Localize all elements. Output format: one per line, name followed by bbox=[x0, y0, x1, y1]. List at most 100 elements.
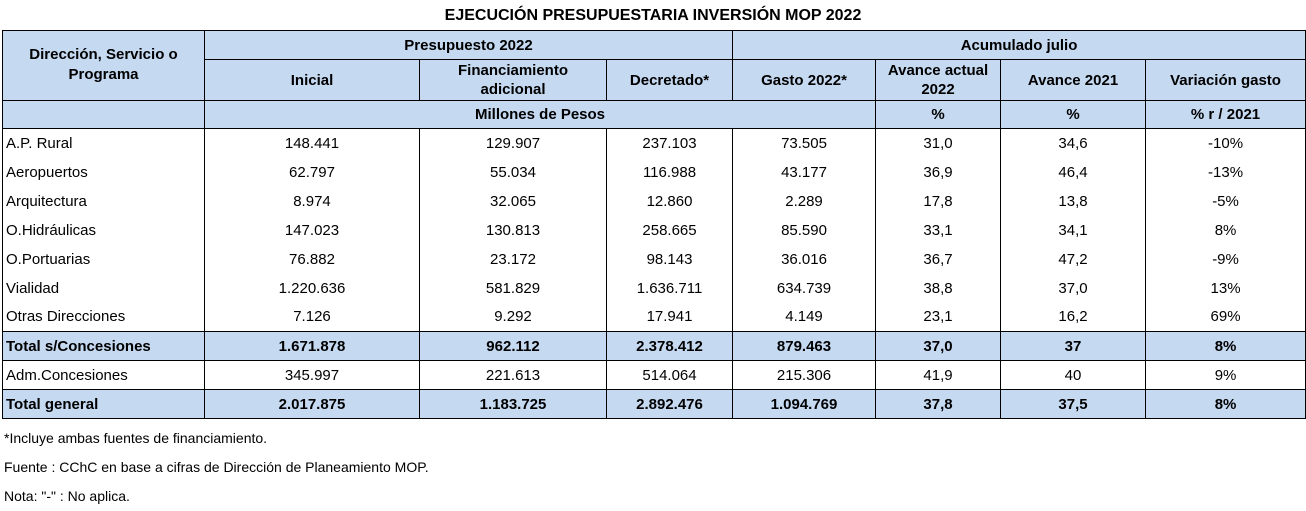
cell-gasto: 73.505 bbox=[732, 128, 877, 158]
row-name: O.Hidráulicas bbox=[2, 215, 205, 245]
cell-avance-2021: 40 bbox=[1000, 360, 1147, 390]
table-row: O.Portuarias 76.882 23.172 98.143 36.016… bbox=[2, 244, 1306, 274]
cell-inicial: 76.882 bbox=[204, 244, 420, 274]
cell-variacion: -5% bbox=[1145, 186, 1306, 216]
header-col-financiamiento: Financiamiento adicional bbox=[419, 59, 607, 101]
row-name: Otras Direcciones bbox=[2, 302, 205, 332]
budget-table: Dirección, Servicio o Programa Presupues… bbox=[2, 30, 1306, 419]
header-unit-pct-2021: % bbox=[1000, 100, 1147, 129]
cell-gasto: 1.094.769 bbox=[732, 389, 877, 419]
cell-financiamiento: 962.112 bbox=[419, 331, 607, 361]
cell-decretado: 2.892.476 bbox=[605, 389, 734, 419]
total-row: Total general 2.017.875 1.183.725 2.892.… bbox=[2, 389, 1306, 419]
row-name: Aeropuertos bbox=[2, 157, 205, 187]
cell-financiamiento: 1.183.725 bbox=[419, 389, 607, 419]
cell-decretado: 1.636.711 bbox=[605, 273, 734, 303]
cell-gasto: 2.289 bbox=[732, 186, 877, 216]
cell-inicial: 62.797 bbox=[204, 157, 420, 187]
cell-variacion: -13% bbox=[1145, 157, 1306, 187]
cell-avance-actual: 38,8 bbox=[875, 273, 1002, 303]
header-col-variacion: Variación gasto bbox=[1145, 59, 1306, 101]
cell-decretado: 116.988 bbox=[605, 157, 734, 187]
cell-avance-2021: 34,6 bbox=[1000, 128, 1147, 158]
cell-variacion: -9% bbox=[1145, 244, 1306, 274]
cell-gasto: 215.306 bbox=[732, 360, 877, 390]
cell-variacion: 9% bbox=[1145, 360, 1306, 390]
table-title: EJECUCIÓN PRESUPUESTARIA INVERSIÓN MOP 2… bbox=[444, 7, 862, 24]
header-stub: Dirección, Servicio o Programa bbox=[2, 30, 205, 101]
header-col-decretado: Decretado* bbox=[605, 59, 734, 101]
header-col-gasto: Gasto 2022* bbox=[732, 59, 877, 101]
cell-inicial: 148.441 bbox=[204, 128, 420, 158]
cell-avance-2021: 13,8 bbox=[1000, 186, 1147, 216]
cell-financiamiento: 23.172 bbox=[419, 244, 607, 274]
header-group-acumulado: Acumulado julio bbox=[732, 30, 1306, 60]
cell-financiamiento: 129.907 bbox=[419, 128, 607, 158]
cell-avance-actual: 37,0 bbox=[875, 331, 1002, 361]
header-unit-pct-actual: % bbox=[875, 100, 1002, 129]
row-name: Arquitectura bbox=[2, 186, 205, 216]
header-unit-variacion: % r / 2021 bbox=[1145, 100, 1306, 129]
cell-gasto: 634.739 bbox=[732, 273, 877, 303]
cell-gasto: 879.463 bbox=[732, 331, 877, 361]
cell-variacion: 8% bbox=[1145, 389, 1306, 419]
cell-variacion: -10% bbox=[1145, 128, 1306, 158]
cell-financiamiento: 32.065 bbox=[419, 186, 607, 216]
cell-avance-2021: 46,4 bbox=[1000, 157, 1147, 187]
row-name: O.Portuarias bbox=[2, 244, 205, 274]
cell-inicial: 345.997 bbox=[204, 360, 420, 390]
header-col-avance-actual: Avance actual 2022 bbox=[875, 59, 1002, 101]
header-col-avance-2021: Avance 2021 bbox=[1000, 59, 1147, 101]
cell-financiamiento: 55.034 bbox=[419, 157, 607, 187]
cell-avance-actual: 37,8 bbox=[875, 389, 1002, 419]
cell-variacion: 69% bbox=[1145, 302, 1306, 332]
cell-gasto: 4.149 bbox=[732, 302, 877, 332]
table-row: Vialidad 1.220.636 581.829 1.636.711 634… bbox=[2, 273, 1306, 303]
table-row: A.P. Rural 148.441 129.907 237.103 73.50… bbox=[2, 128, 1306, 158]
table-row: O.Hidráulicas 147.023 130.813 258.665 85… bbox=[2, 215, 1306, 245]
table-row: Otras Direcciones 7.126 9.292 17.941 4.1… bbox=[2, 302, 1306, 332]
cell-decretado: 17.941 bbox=[605, 302, 734, 332]
cell-gasto: 43.177 bbox=[732, 157, 877, 187]
cell-variacion: 8% bbox=[1145, 331, 1306, 361]
cell-gasto: 36.016 bbox=[732, 244, 877, 274]
cell-inicial: 147.023 bbox=[204, 215, 420, 245]
cell-inicial: 2.017.875 bbox=[204, 389, 420, 419]
table-row: Aeropuertos 62.797 55.034 116.988 43.177… bbox=[2, 157, 1306, 187]
cell-avance-actual: 17,8 bbox=[875, 186, 1002, 216]
row-name: Adm.Concesiones bbox=[2, 360, 205, 390]
cell-gasto: 85.590 bbox=[732, 215, 877, 245]
cell-avance-2021: 16,2 bbox=[1000, 302, 1147, 332]
total-row: Total s/Concesiones 1.671.878 962.112 2.… bbox=[2, 331, 1306, 361]
header-unit-millones: Millones de Pesos bbox=[203, 100, 877, 129]
cell-variacion: 13% bbox=[1145, 273, 1306, 303]
table-row: Adm.Concesiones 345.997 221.613 514.064 … bbox=[2, 360, 1306, 390]
cell-inicial: 8.974 bbox=[204, 186, 420, 216]
header-group-presupuesto: Presupuesto 2022 bbox=[203, 30, 734, 60]
cell-financiamiento: 130.813 bbox=[419, 215, 607, 245]
cell-avance-2021: 34,1 bbox=[1000, 215, 1147, 245]
cell-inicial: 1.220.636 bbox=[204, 273, 420, 303]
footnote-financiamiento: *Incluye ambas fuentes de financiamiento… bbox=[4, 430, 268, 446]
cell-avance-actual: 36,9 bbox=[875, 157, 1002, 187]
footnote-fuente: Fuente : CChC en base a cifras de Direcc… bbox=[4, 459, 429, 475]
row-name: A.P. Rural bbox=[2, 128, 205, 158]
cell-decretado: 2.378.412 bbox=[605, 331, 734, 361]
cell-financiamiento: 9.292 bbox=[419, 302, 607, 332]
footnote-nota: Nota: "-" : No aplica. bbox=[4, 488, 130, 504]
row-name: Total general bbox=[2, 389, 205, 419]
cell-variacion: 8% bbox=[1145, 215, 1306, 245]
footnotes: *Incluye ambas fuentes de financiamiento… bbox=[4, 424, 429, 511]
cell-decretado: 258.665 bbox=[605, 215, 734, 245]
cell-financiamiento: 221.613 bbox=[419, 360, 607, 390]
cell-avance-2021: 47,2 bbox=[1000, 244, 1147, 274]
row-name: Total s/Concesiones bbox=[2, 331, 205, 361]
cell-avance-2021: 37,0 bbox=[1000, 273, 1147, 303]
cell-avance-actual: 33,1 bbox=[875, 215, 1002, 245]
cell-avance-actual: 41,9 bbox=[875, 360, 1002, 390]
cell-financiamiento: 581.829 bbox=[419, 273, 607, 303]
table-row: Arquitectura 8.974 32.065 12.860 2.289 1… bbox=[2, 186, 1306, 216]
cell-inicial: 1.671.878 bbox=[204, 331, 420, 361]
cell-decretado: 98.143 bbox=[605, 244, 734, 274]
cell-avance-2021: 37 bbox=[1000, 331, 1147, 361]
